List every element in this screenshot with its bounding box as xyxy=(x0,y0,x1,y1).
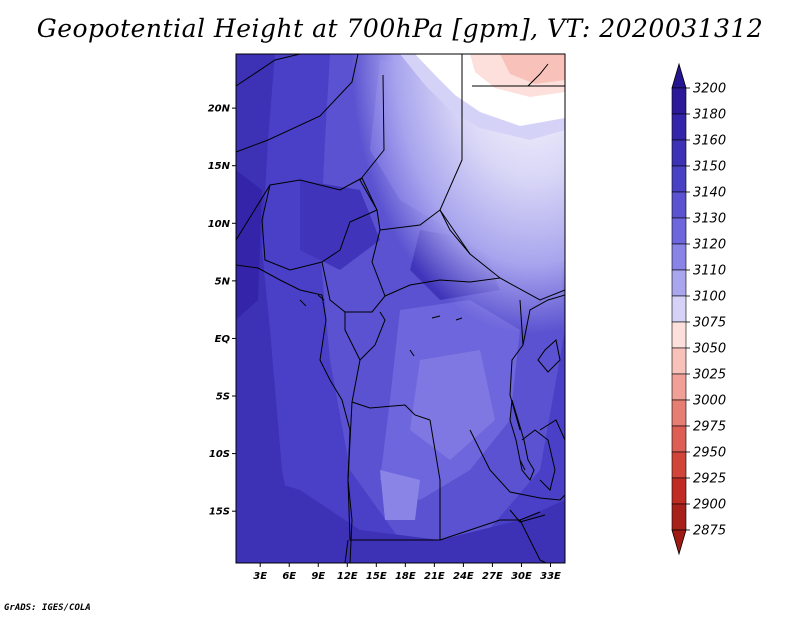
colorbar-swatch xyxy=(671,425,687,453)
colorbar-swatch xyxy=(671,269,687,297)
colorbar: 3200 3180 3160 3150 3140 3130 3120 3110 3100 3075… xyxy=(671,62,726,556)
lat-tick-label: 15N xyxy=(208,161,231,172)
colorbar-label: 2875 xyxy=(693,524,726,539)
colorbar-top-cap xyxy=(671,62,687,89)
lat-tick-label: 10N xyxy=(208,219,231,230)
colorbar-label: 2950 xyxy=(693,446,726,461)
country-borders xyxy=(236,54,565,563)
colorbar-swatch xyxy=(671,347,687,375)
lat-tick-label: 10S xyxy=(209,449,230,460)
colorbar-swatch xyxy=(671,295,687,323)
lon-tick-label: 12E xyxy=(337,571,358,582)
lon-tick-label: 9E xyxy=(311,571,325,582)
lon-tick-label: 15E xyxy=(366,571,387,582)
lat-tick-label: 20N xyxy=(208,104,231,115)
latitude-axis: 20N 15N 10N 5N EQ 5S 10S 15S xyxy=(208,104,236,518)
credit-text: GrADS: IGES/COLA xyxy=(4,603,91,613)
map-frame xyxy=(235,53,566,564)
lon-tick-label: 3E xyxy=(253,571,267,582)
colorbar-label: 3130 xyxy=(693,212,726,227)
colorbar-swatch xyxy=(671,139,687,167)
map-title: Geopotential Height at 700hPa [gpm], VT:… xyxy=(36,14,764,43)
colorbar-label: 3120 xyxy=(693,238,726,253)
colorbar-label: 3180 xyxy=(693,108,726,123)
colorbar-swatch xyxy=(671,191,687,219)
longitude-axis: 3E 6E 9E 12E 15E 18E 21E 24E 27E 30E 33E xyxy=(253,563,561,582)
lat-tick-label: 15S xyxy=(209,507,230,518)
colorbar-label: 3140 xyxy=(693,186,726,201)
colorbar-swatch xyxy=(671,477,687,505)
colorbar-swatch xyxy=(671,503,687,531)
colorbar-label: 3025 xyxy=(693,368,726,383)
lon-tick-label: 27E xyxy=(482,571,503,582)
colorbar-label: 3000 xyxy=(693,394,726,409)
colorbar-label: 3100 xyxy=(693,290,726,305)
height-field xyxy=(236,54,565,563)
colorbar-swatch xyxy=(671,451,687,479)
lon-tick-label: 24E xyxy=(453,571,474,582)
colorbar-label: 3050 xyxy=(693,342,726,357)
colorbar-swatch xyxy=(671,243,687,271)
colorbar-bottom-cap xyxy=(671,529,687,556)
lon-tick-label: 21E xyxy=(424,571,445,582)
lat-tick-label: 5S xyxy=(216,392,230,403)
colorbar-swatch xyxy=(671,217,687,245)
colorbar-swatch xyxy=(671,165,687,193)
colorbar-label: 3160 xyxy=(693,134,726,149)
lat-tick-label: 5N xyxy=(215,276,231,287)
lon-tick-label: 33E xyxy=(540,571,561,582)
lon-tick-label: 6E xyxy=(282,571,296,582)
colorbar-label: 3200 xyxy=(693,82,726,97)
colorbar-swatch xyxy=(671,87,687,115)
colorbar-label: 2900 xyxy=(693,498,726,513)
lat-tick-label: EQ xyxy=(215,334,231,345)
colorbar-swatch xyxy=(671,113,687,141)
colorbar-label: 3075 xyxy=(693,316,726,331)
lon-tick-label: 18E xyxy=(395,571,416,582)
colorbar-label: 3110 xyxy=(693,264,726,279)
colorbar-label: 2925 xyxy=(693,472,726,487)
colorbar-swatch xyxy=(671,373,687,401)
colorbar-label: 3150 xyxy=(693,160,726,175)
colorbar-label: 2975 xyxy=(693,420,726,435)
lon-tick-label: 30E xyxy=(511,571,532,582)
colorbar-swatch xyxy=(671,399,687,427)
colorbar-swatch xyxy=(671,321,687,349)
